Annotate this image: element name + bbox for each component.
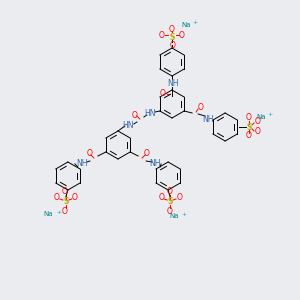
Text: O: O	[143, 149, 149, 158]
Text: +: +	[182, 212, 187, 217]
Text: +: +	[268, 112, 273, 118]
Text: O: O	[176, 194, 182, 202]
Text: O: O	[197, 103, 203, 112]
Text: O: O	[254, 118, 260, 127]
Text: +: +	[192, 20, 198, 26]
Text: NH: NH	[202, 115, 214, 124]
Text: O: O	[170, 40, 176, 50]
Text: Na: Na	[181, 22, 191, 28]
Text: NH: NH	[167, 79, 179, 88]
Text: NH: NH	[149, 160, 161, 169]
Text: O: O	[132, 110, 138, 119]
Text: HN: HN	[122, 121, 134, 130]
Text: O: O	[158, 194, 164, 202]
Text: O: O	[169, 25, 175, 34]
Text: Na: Na	[43, 211, 52, 217]
Text: O: O	[245, 131, 251, 140]
Text: O: O	[245, 113, 251, 122]
Text: O: O	[62, 188, 68, 196]
Text: NH: NH	[76, 160, 88, 169]
Text: O: O	[160, 89, 166, 98]
Text: O: O	[87, 149, 93, 158]
Text: S: S	[169, 32, 175, 41]
Text: +: +	[56, 209, 61, 214]
Text: Na: Na	[169, 213, 179, 219]
Text: S: S	[246, 122, 252, 131]
Text: O: O	[179, 31, 185, 40]
Text: O: O	[72, 194, 78, 202]
Text: O: O	[62, 206, 68, 215]
Text: O: O	[166, 206, 172, 215]
Text: Na: Na	[256, 114, 266, 120]
Text: O: O	[254, 128, 260, 136]
Text: S: S	[167, 197, 173, 206]
Text: O: O	[159, 31, 165, 40]
Text: HN: HN	[144, 109, 156, 118]
Text: S: S	[63, 197, 69, 206]
Text: O: O	[54, 194, 60, 202]
Text: O: O	[166, 188, 172, 196]
